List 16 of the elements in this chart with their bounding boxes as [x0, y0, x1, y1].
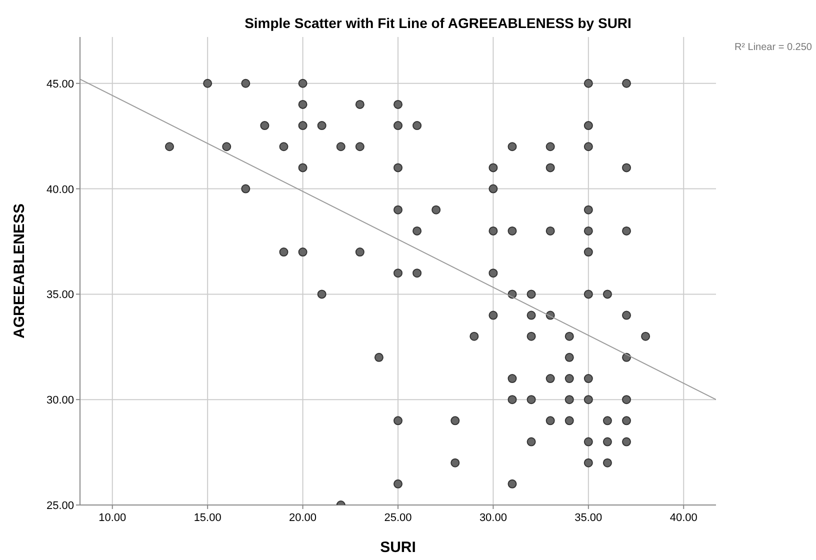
- x-tick-label: 25.00: [384, 512, 412, 524]
- x-tick-label: 35.00: [574, 512, 602, 524]
- y-tick-label: 40.00: [46, 184, 74, 196]
- y-tick-label: 25.00: [46, 500, 74, 512]
- text: R² Linear = 0.250: [734, 42, 812, 53]
- x-axis-title: SURI: [380, 539, 416, 556]
- x-tick-label: 30.00: [479, 512, 507, 524]
- x-tick-label: 40.00: [670, 512, 698, 524]
- chart-title: Simple Scatter with Fit Line of AGREEABLENESS by SURI: [244, 15, 632, 31]
- x-tick-label: 10.00: [98, 512, 126, 524]
- y-axis-title: AGREEABLENESS: [11, 203, 28, 339]
- x-tick-label: 15.00: [194, 512, 222, 524]
- x-tick-label: 20.00: [289, 512, 317, 524]
- y-tick-label: 45.00: [46, 78, 74, 90]
- y-tick-label: 35.00: [46, 289, 74, 302]
- y-tick-label: 30.00: [46, 394, 74, 407]
